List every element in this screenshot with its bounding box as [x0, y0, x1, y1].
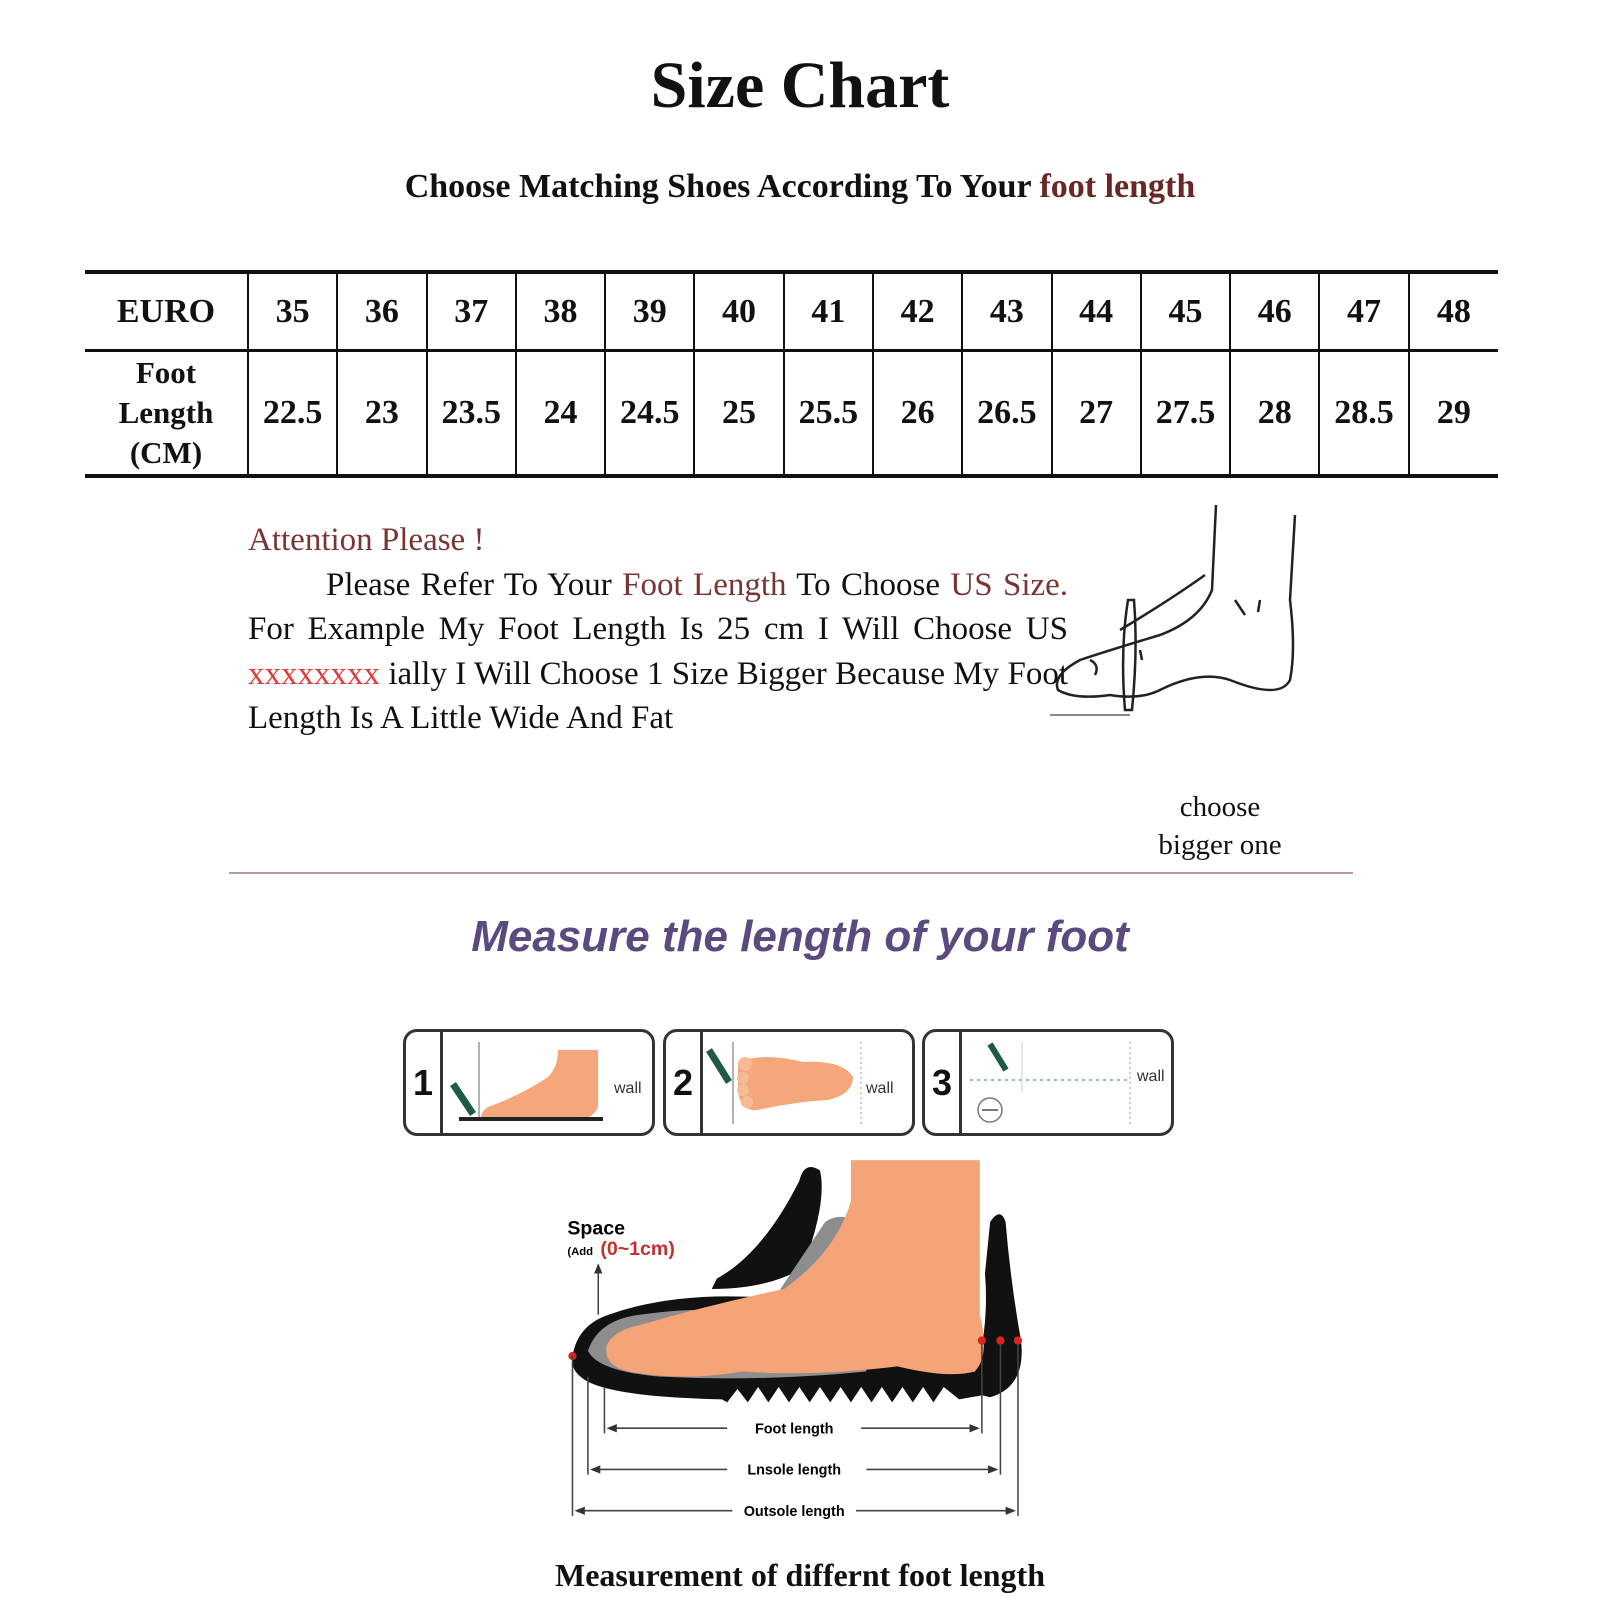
page-title: Size Chart: [650, 49, 950, 122]
top-foot-pencil-icon: [706, 1042, 862, 1124]
euro-size-cell: 41: [782, 270, 873, 352]
section-divider: [229, 872, 1353, 874]
side-foot-pencil-icon: [450, 1042, 603, 1121]
attention-text: Please Refer To Your: [326, 566, 612, 603]
foot-length-cell: 26: [871, 350, 963, 478]
foot-length-cell: 24: [514, 350, 606, 478]
shoe-tongue: [711, 1166, 822, 1289]
attention-text: ially I Will Choose 1 Size Bigger Becaus…: [248, 655, 1069, 737]
euro-size-cell: 48: [1407, 270, 1498, 352]
row-header-euro: EURO: [85, 270, 248, 352]
euro-size-cell: 46: [1229, 270, 1320, 352]
step-number: 1: [406, 1032, 443, 1133]
add-value: (0~1cm): [600, 1238, 675, 1260]
foot-length-cell: 27.5: [1139, 350, 1231, 478]
insole-length-label: Lnsole length: [747, 1463, 841, 1479]
foot-length-cell: 24.5: [604, 350, 695, 478]
foot-length-cell: 23.5: [425, 350, 516, 478]
foot-length-cell: 22.5: [246, 350, 338, 478]
subtitle: Choose Matching Shoes According To Your …: [0, 168, 1600, 206]
attention-highlight: US Size.: [950, 566, 1069, 603]
euro-size-cell: 36: [336, 270, 427, 352]
space-label: Space: [567, 1217, 625, 1239]
outsole-length-label: Outsole length: [744, 1504, 845, 1520]
euro-size-cell: 40: [693, 270, 784, 352]
attention-note: Attention Please ! Please Refer To Your …: [248, 518, 1068, 741]
euro-size-cell: 42: [871, 270, 963, 352]
measure-line-icon: [970, 1042, 1131, 1124]
choose-bigger-note: choose bigger one: [1130, 788, 1310, 864]
euro-size-cell: 45: [1139, 270, 1231, 352]
size-table: EURO 35 36 37 38 39 40 41 42 43 44 45 46 47 48 Foot L…: [85, 270, 1498, 478]
diagram-caption: Measurement of differnt foot length: [555, 1557, 1045, 1593]
step-3-box: 3 wall: [922, 1029, 1174, 1136]
header-line: Foot: [135, 355, 197, 390]
euro-row: EURO 35 36 37 38 39 40 41 42 43 44 45 46 47 48: [85, 270, 1498, 352]
euro-size-cell: 44: [1050, 270, 1141, 352]
euro-size-cell: 38: [514, 270, 606, 352]
header-line: (CM): [129, 435, 203, 470]
attention-highlight: Foot Length: [622, 566, 787, 603]
step-2-box: 2 wall: [663, 1029, 915, 1136]
shoe-measurement-diagram: Foot length Lnsole length Outsole length…: [567, 1160, 1023, 1520]
note-line: choose: [1179, 791, 1261, 823]
euro-size-cell: 37: [425, 270, 516, 352]
note-line: bigger one: [1158, 829, 1282, 861]
foot-length-cell: 28.5: [1318, 350, 1409, 478]
step-number: 3: [925, 1032, 962, 1133]
add-label: (Add: [567, 1246, 593, 1258]
euro-size-cell: 35: [246, 270, 338, 352]
foot-length-cell: 26.5: [961, 350, 1052, 478]
foot-length-cell: 25.5: [782, 350, 873, 478]
attention-text: To Choose: [796, 566, 941, 603]
foot-length-cell: 29: [1407, 350, 1498, 478]
wall-label: wall: [1137, 1068, 1165, 1085]
euro-size-cell: 39: [604, 270, 695, 352]
foot-outline-illustration: [1050, 504, 1297, 716]
foot-length-row: Foot Length (CM) 22.5 23 23.5 24 24.5 25 25.5 2…: [85, 350, 1498, 478]
subtitle-text: Choose Matching Shoes According To Your: [404, 168, 1031, 205]
step-1-box: 1 wall: [403, 1029, 655, 1136]
row-header-foot-length: Foot Length (CM): [85, 350, 248, 478]
subtitle-highlight: foot length: [1039, 168, 1196, 205]
header-line: Length: [118, 395, 214, 430]
foot-length-label: Foot length: [755, 1421, 834, 1437]
wall-label: wall: [866, 1080, 894, 1097]
attention-text: For Example My Foot Length Is 25 cm I Wi…: [248, 611, 1068, 647]
foot-length-cell: 28: [1229, 350, 1320, 478]
foot-shape: [606, 1160, 984, 1377]
euro-size-cell: 43: [961, 270, 1052, 352]
attention-placeholder: xxxxxxxx: [248, 655, 380, 692]
foot-length-cell: 23: [336, 350, 427, 478]
wall-label: wall: [614, 1080, 642, 1097]
foot-length-cell: 25: [693, 350, 784, 478]
euro-size-cell: 47: [1318, 270, 1409, 352]
measure-title: Measure the length of your foot: [471, 912, 1129, 961]
attention-heading: Attention Please !: [248, 522, 485, 558]
step-number: 2: [666, 1032, 703, 1133]
foot-length-cell: 27: [1050, 350, 1141, 478]
